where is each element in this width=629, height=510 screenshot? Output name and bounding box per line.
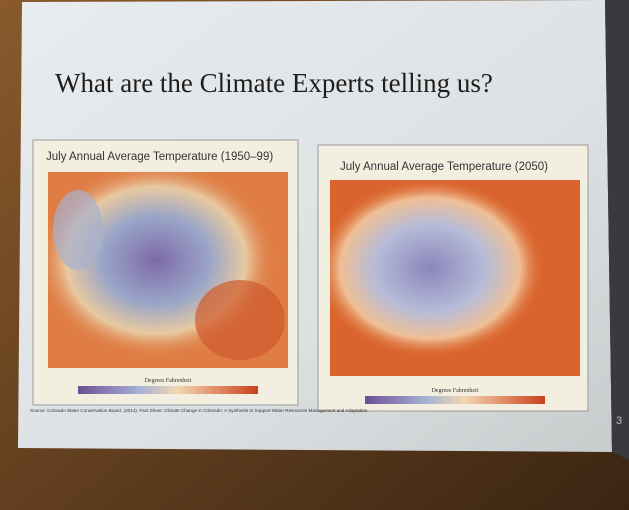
- colorbar: [78, 386, 258, 394]
- map-title: July Annual Average Temperature (2050): [340, 161, 548, 173]
- slide-title: What are the Climate Experts telling us?: [55, 68, 493, 98]
- map-region: [195, 280, 285, 360]
- source-note: Source: Colorado Water Conservation Boar…: [30, 408, 369, 413]
- page-number: 3: [616, 415, 622, 427]
- map-region: [53, 190, 103, 270]
- colorbar: [365, 396, 545, 404]
- map-cool-region: [330, 180, 580, 376]
- legend-label: Degrees Fahrenheit: [432, 388, 479, 394]
- screen-edge: [605, 0, 629, 460]
- legend-label: Degrees Fahrenheit: [145, 378, 192, 384]
- map-title: July Annual Average Temperature (1950–99…: [46, 151, 273, 163]
